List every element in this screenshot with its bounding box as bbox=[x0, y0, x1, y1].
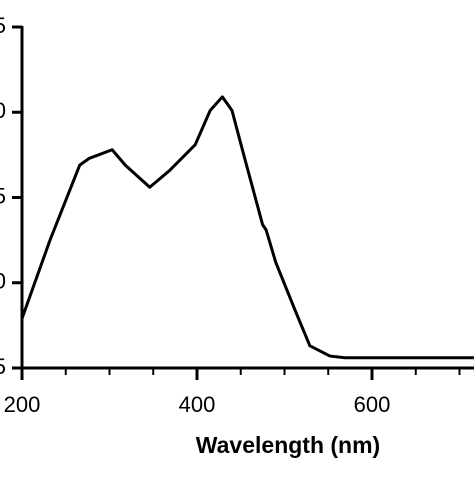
y-tick-label: 0 bbox=[0, 269, 6, 294]
y-tick-label: 0 bbox=[0, 98, 6, 123]
y-tick-label: 5 bbox=[0, 13, 6, 38]
y-tick-label: 5 bbox=[0, 183, 6, 208]
x-tick-label: 600 bbox=[354, 392, 391, 417]
x-tick-label: 200 bbox=[4, 392, 41, 417]
spectrum-line bbox=[20, 95, 474, 360]
x-tick-label: 400 bbox=[179, 392, 216, 417]
y-tick-label: 5 bbox=[0, 354, 6, 379]
x-axis-label: Wavelength (nm) bbox=[196, 432, 380, 458]
